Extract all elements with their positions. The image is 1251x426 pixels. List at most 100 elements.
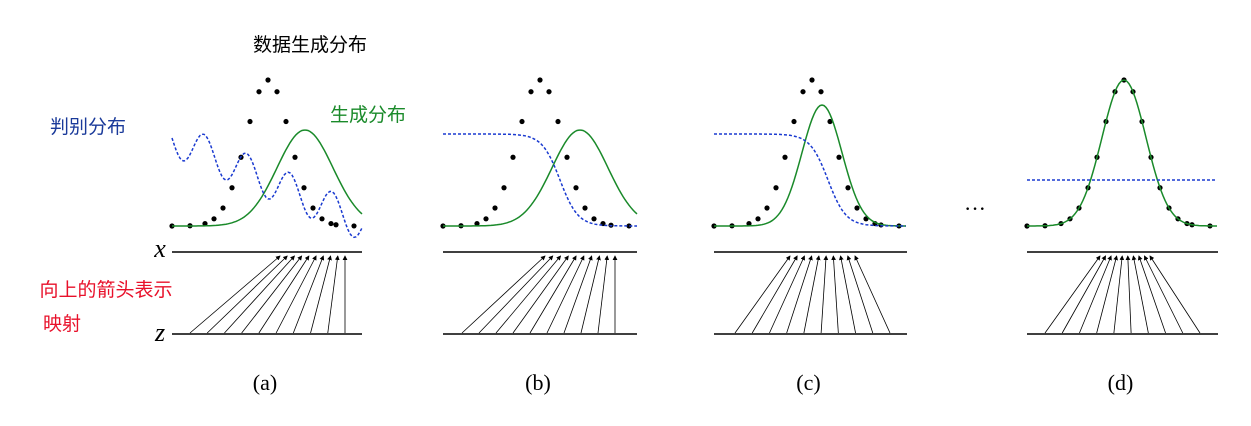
arrow-note: 向上的箭头表示 <box>39 279 172 301</box>
panel-label: (c) <box>796 370 820 395</box>
data-dot <box>755 216 761 222</box>
mapping-arrow <box>512 255 569 334</box>
mapping-arrow <box>461 255 546 334</box>
data-dot <box>791 118 797 125</box>
data-dot <box>546 89 552 95</box>
ellipsis: ··· <box>964 196 986 221</box>
data-dot <box>328 220 334 227</box>
data-dot <box>256 89 262 95</box>
data-dot <box>510 154 516 160</box>
generator-curve <box>443 129 638 227</box>
data-dot <box>492 205 498 211</box>
data-dot <box>818 89 824 95</box>
mapping-arrow <box>241 255 303 334</box>
mapping-arrow <box>1137 255 1166 334</box>
data-dot <box>827 118 833 125</box>
data-dot <box>292 154 298 160</box>
generator-label: 生成分布 <box>330 104 406 126</box>
mapping-arrow <box>189 255 281 334</box>
mapping-arrow <box>1144 255 1184 334</box>
generator-curve <box>1027 79 1217 227</box>
panel-label: (d) <box>1108 370 1134 395</box>
data-dot <box>809 77 815 83</box>
data-dot <box>274 89 280 95</box>
mapping-arrow <box>838 255 856 334</box>
mapping-arrow <box>846 255 874 334</box>
panel-label: (a) <box>253 370 277 395</box>
mapping-arrow <box>1096 255 1118 334</box>
generator-curve <box>714 104 906 227</box>
arrow-note: 映射 <box>43 313 81 335</box>
data-dot <box>319 216 325 222</box>
discriminator-label: 判别分布 <box>50 116 126 138</box>
data-dot <box>229 185 235 191</box>
mapping-arrow <box>206 255 288 334</box>
mapping-arrow <box>563 255 593 334</box>
mapping-arrow <box>1131 255 1149 334</box>
data-dot <box>483 216 489 222</box>
mapping-arrow <box>751 255 798 334</box>
mapping-arrow <box>292 255 325 334</box>
mapping-arrow <box>831 255 839 334</box>
data-dot <box>265 77 271 83</box>
data-distribution-label: 数据生成分布 <box>253 34 367 56</box>
data-dot <box>333 222 339 228</box>
data-dot <box>854 205 860 211</box>
data-dot <box>591 216 597 222</box>
discriminator-curve <box>443 133 637 227</box>
data-dot <box>573 185 579 191</box>
data-dot <box>626 223 632 229</box>
panel-label: (b) <box>525 370 551 395</box>
mapping-arrow <box>786 255 813 334</box>
mapping-arrow <box>310 255 332 334</box>
discriminator-curve <box>714 133 906 227</box>
data-dot <box>836 154 842 160</box>
data-dot <box>202 220 208 227</box>
data-dot <box>247 118 253 125</box>
mapping-arrow <box>546 255 585 334</box>
data-dot <box>845 185 851 191</box>
data-dot <box>211 216 217 222</box>
data-dot <box>746 220 752 227</box>
data-dot <box>555 118 561 125</box>
data-dot <box>301 185 307 191</box>
mapping-arrow <box>327 255 340 334</box>
mapping-arrow <box>803 255 821 334</box>
mapping-arrow <box>258 255 310 334</box>
mapping-arrow <box>769 255 805 334</box>
data-dot <box>351 223 357 229</box>
data-dot <box>564 154 570 160</box>
discriminator-curve <box>171 133 363 239</box>
data-dot <box>501 185 507 191</box>
data-dot <box>773 185 779 191</box>
mapping-arrow <box>1044 255 1101 334</box>
data-dot <box>220 205 226 211</box>
mapping-arrow <box>820 255 829 334</box>
mapping-arrow <box>580 255 601 334</box>
mapping-arrow <box>597 255 610 334</box>
data-dot <box>528 89 534 95</box>
generator-curve <box>172 129 363 227</box>
z-axis-label: z <box>154 318 165 347</box>
data-dot <box>537 77 543 83</box>
mapping-arrow <box>1079 255 1112 334</box>
data-dot <box>519 118 525 125</box>
mapping-arrow <box>1125 255 1132 334</box>
mapping-arrow <box>224 255 295 334</box>
x-axis-label: x <box>153 234 166 263</box>
mapping-arrow <box>478 255 554 334</box>
data-dot <box>474 220 480 227</box>
mapping-arrow <box>734 255 791 334</box>
data-dot <box>800 89 806 95</box>
data-dot <box>582 205 588 211</box>
mapping-arrow <box>1061 255 1106 334</box>
data-dot <box>310 205 316 211</box>
data-dot <box>764 205 770 211</box>
mapping-arrow <box>854 255 891 334</box>
mapping-arrow <box>1149 255 1201 334</box>
mapping-arrow <box>495 255 562 334</box>
mapping-arrow <box>529 255 577 334</box>
mapping-arrow <box>275 255 317 334</box>
mapping-arrow <box>1113 255 1125 334</box>
